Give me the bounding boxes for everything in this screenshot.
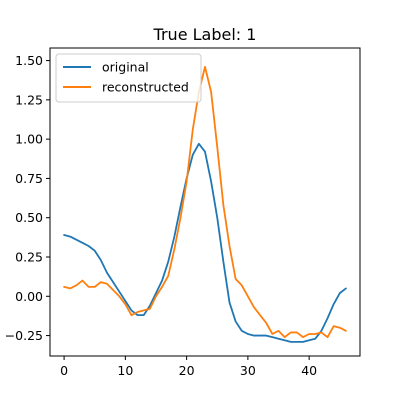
y-axis: −0.25 0.00 0.25 0.50 0.75 1.00 1.25 1.50 xyxy=(5,53,50,343)
x-axis: 0 10 20 30 40 xyxy=(60,356,317,378)
y-tick-label: 1.25 xyxy=(15,92,43,107)
x-tick-label: 40 xyxy=(301,363,317,378)
y-tick-label: 1.50 xyxy=(15,53,43,68)
x-tick-label: 30 xyxy=(240,363,256,378)
plot-area xyxy=(49,47,361,357)
y-tick-label: 0.00 xyxy=(15,289,43,304)
legend-frame xyxy=(55,53,202,103)
series-lines xyxy=(63,65,347,343)
y-tick-label: −0.25 xyxy=(5,328,43,343)
series-line-original xyxy=(63,142,347,343)
legend: original reconstructed xyxy=(55,53,202,103)
y-tick-label: 1.00 xyxy=(15,132,43,147)
x-tick-label: 0 xyxy=(60,363,68,378)
legend-label-original: original xyxy=(102,60,149,75)
series-line-reconstructed xyxy=(63,65,347,339)
x-tick-label: 10 xyxy=(117,363,133,378)
y-tick-label: 0.75 xyxy=(15,171,43,186)
chart-title: True Label: 1 xyxy=(153,25,257,44)
y-tick-label: 0.50 xyxy=(15,210,43,225)
x-tick-label: 20 xyxy=(179,363,195,378)
legend-label-reconstructed: reconstructed xyxy=(102,80,189,95)
y-tick-label: 0.25 xyxy=(15,250,43,265)
